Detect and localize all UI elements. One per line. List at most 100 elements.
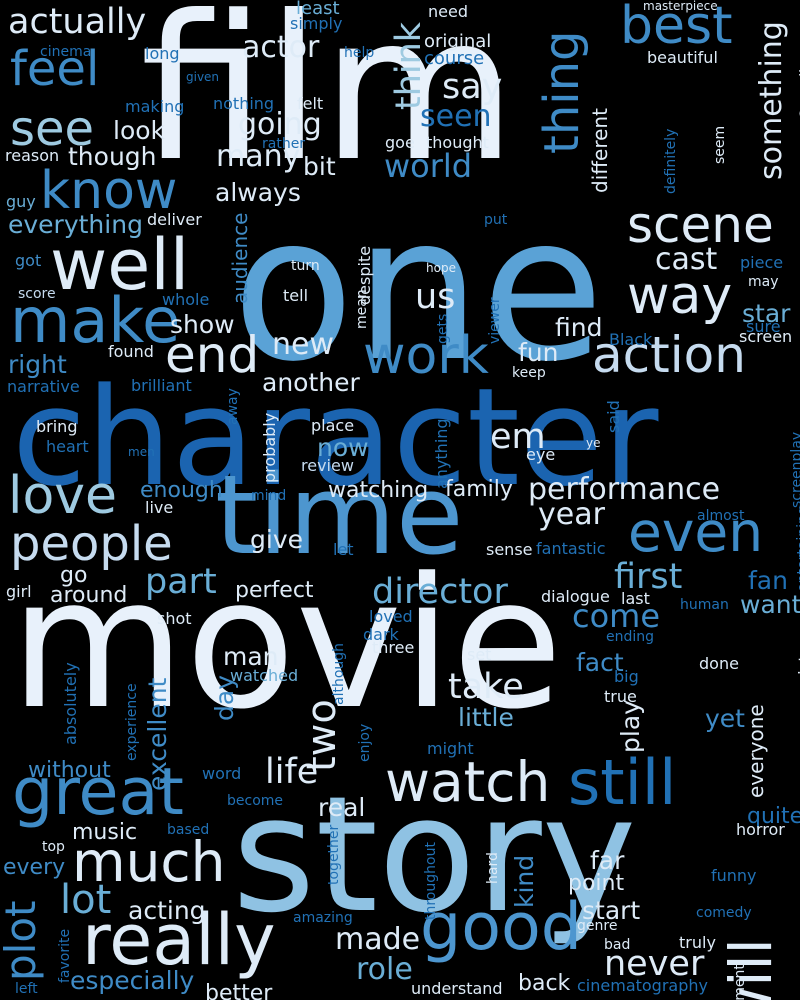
word-rather: rather xyxy=(262,136,306,152)
word-will: will xyxy=(717,938,785,1000)
word-excellent: excellent xyxy=(143,677,172,791)
word-much: much xyxy=(72,830,226,894)
word-right: right xyxy=(8,350,67,379)
word-acting: acting xyxy=(128,896,206,925)
word-bring: bring xyxy=(36,417,78,436)
word-life: life xyxy=(265,752,319,792)
word-definitely: definitely xyxy=(663,128,679,194)
word-absolutely: absolutely xyxy=(61,662,80,745)
word-may: may xyxy=(748,274,779,290)
word-everyone: everyone xyxy=(744,704,768,798)
word-fact: fact xyxy=(576,648,624,677)
word-horror: horror xyxy=(736,820,785,839)
word-making: making xyxy=(125,97,185,116)
word-know: know xyxy=(40,161,178,221)
word-better: better xyxy=(205,981,273,1000)
word-found: found xyxy=(108,342,154,361)
word-original: original xyxy=(424,31,492,52)
word-find: find xyxy=(555,313,603,342)
word-narrative: narrative xyxy=(7,377,80,396)
word-set: set xyxy=(467,645,492,664)
word-tell: tell xyxy=(283,286,309,305)
word-keep: keep xyxy=(512,365,546,381)
word-every: every xyxy=(3,855,66,880)
word-given: given xyxy=(186,70,220,84)
word-first: first xyxy=(614,557,683,597)
word-screen: screen xyxy=(739,327,793,346)
word-loved: loved xyxy=(369,607,413,626)
word-gets: gets xyxy=(435,313,451,344)
word-genre: genre xyxy=(577,918,618,934)
word-cast: cast xyxy=(655,242,718,277)
word-away: away xyxy=(225,387,241,425)
word-mean: mean xyxy=(354,288,370,329)
word-year: year xyxy=(538,497,605,532)
word-big: big xyxy=(614,667,639,686)
word-eye: eye xyxy=(526,445,556,464)
word-cinematography: cinematography xyxy=(577,976,708,995)
word-plot: plot xyxy=(0,900,45,981)
word-long: long xyxy=(145,44,180,63)
word-viewer: viewer xyxy=(487,297,503,345)
word-understand: understand xyxy=(411,979,503,998)
word-everything: everything xyxy=(8,210,143,239)
word-different: different xyxy=(588,108,612,193)
word-almost: almost xyxy=(697,508,745,524)
word-deliver: deliver xyxy=(147,210,202,229)
word-turn: turn xyxy=(291,258,320,274)
word-people: people xyxy=(10,516,173,572)
word-masterpiece: masterpiece xyxy=(643,0,718,13)
word-two: two xyxy=(299,699,345,772)
word-kind: kind xyxy=(510,854,539,908)
word-become: become xyxy=(227,793,284,809)
word-story: story xyxy=(232,761,637,948)
word-based: based xyxy=(167,822,210,838)
word-thought: thought xyxy=(426,133,489,152)
word-even: even xyxy=(628,500,764,564)
word-live: live xyxy=(145,498,174,517)
word-funny: funny xyxy=(711,866,757,885)
word-think: think xyxy=(389,21,429,110)
word-need: need xyxy=(428,2,468,21)
word-true: true xyxy=(604,687,637,706)
word-mind: mind xyxy=(251,488,287,504)
word-end: end xyxy=(165,326,260,384)
word-want: want xyxy=(740,590,800,619)
word-guy: guy xyxy=(6,192,36,211)
word-truly: truly xyxy=(679,933,716,952)
word-real: real xyxy=(318,793,366,822)
word-black: Black xyxy=(609,330,653,349)
word-best: best xyxy=(620,0,733,56)
word-now: now xyxy=(317,433,369,462)
word-word: word xyxy=(202,764,242,783)
word-take: take xyxy=(448,667,524,707)
word-family: family xyxy=(445,477,513,502)
word-left: left xyxy=(15,981,38,997)
word-piece: piece xyxy=(740,253,784,272)
word-throughout: throughout xyxy=(423,842,439,920)
word-help: help xyxy=(344,45,375,61)
word-bad: bad xyxy=(604,937,631,953)
word-whole: whole xyxy=(162,290,210,309)
word-seen: seen xyxy=(420,99,492,134)
word-director: director xyxy=(372,572,508,612)
word-around: around xyxy=(50,583,128,608)
word-let: let xyxy=(333,540,354,559)
word-quite: quite xyxy=(747,804,800,829)
word-men: men xyxy=(128,445,155,459)
word-see: see xyxy=(10,101,95,157)
word-film: film xyxy=(140,0,517,206)
word-scene: scene xyxy=(627,196,774,254)
word-review: review xyxy=(301,456,354,475)
word-goe: goe xyxy=(385,133,415,152)
word-course: course xyxy=(424,48,485,69)
word-little: little xyxy=(458,703,514,732)
word-back: back xyxy=(518,971,571,996)
word-seem: seem xyxy=(712,125,728,164)
word-em: em xyxy=(490,417,546,457)
word-far: far xyxy=(590,846,625,875)
word-girl: girl xyxy=(6,582,32,601)
word-shot: shot xyxy=(157,609,192,628)
word-especially: especially xyxy=(70,966,195,995)
word-beautiful: beautiful xyxy=(647,48,718,67)
